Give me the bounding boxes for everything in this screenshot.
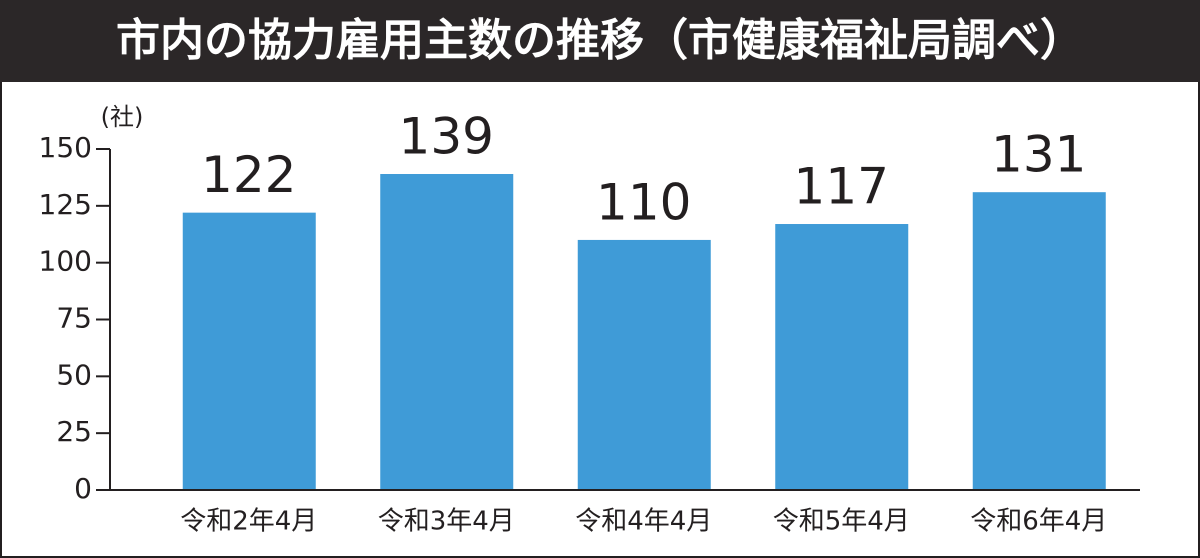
value-label: 117: [794, 158, 889, 216]
x-tick-label: 令和2年4月: [180, 507, 317, 537]
title-bar: [0, 0, 1200, 82]
bar: [182, 212, 316, 491]
bar: [380, 174, 514, 491]
chart-title: 市内の協力雇用主数の推移（市健康福祉局調べ）: [116, 15, 1084, 66]
y-tick-label: 0: [74, 472, 92, 505]
y-tick-label: 150: [39, 131, 92, 164]
value-label: 139: [399, 108, 494, 166]
value-label: 131: [991, 126, 1086, 184]
y-tick-label: 100: [39, 245, 92, 278]
y-axis-label: (社): [101, 103, 144, 131]
x-tick-label: 令和6年4月: [970, 507, 1107, 537]
y-tick-label: 75: [56, 302, 92, 335]
bar: [775, 224, 909, 490]
value-label: 122: [201, 146, 296, 204]
x-tick-label: 令和5年4月: [773, 507, 910, 537]
y-tick-label: 25: [56, 415, 92, 448]
y-tick-label: 50: [56, 358, 92, 391]
value-label: 110: [596, 173, 691, 231]
bar: [972, 192, 1106, 490]
bar: [577, 239, 711, 490]
y-tick-label: 125: [39, 188, 92, 221]
x-tick-label: 令和4年4月: [575, 507, 712, 537]
x-tick-label: 令和3年4月: [378, 507, 515, 537]
